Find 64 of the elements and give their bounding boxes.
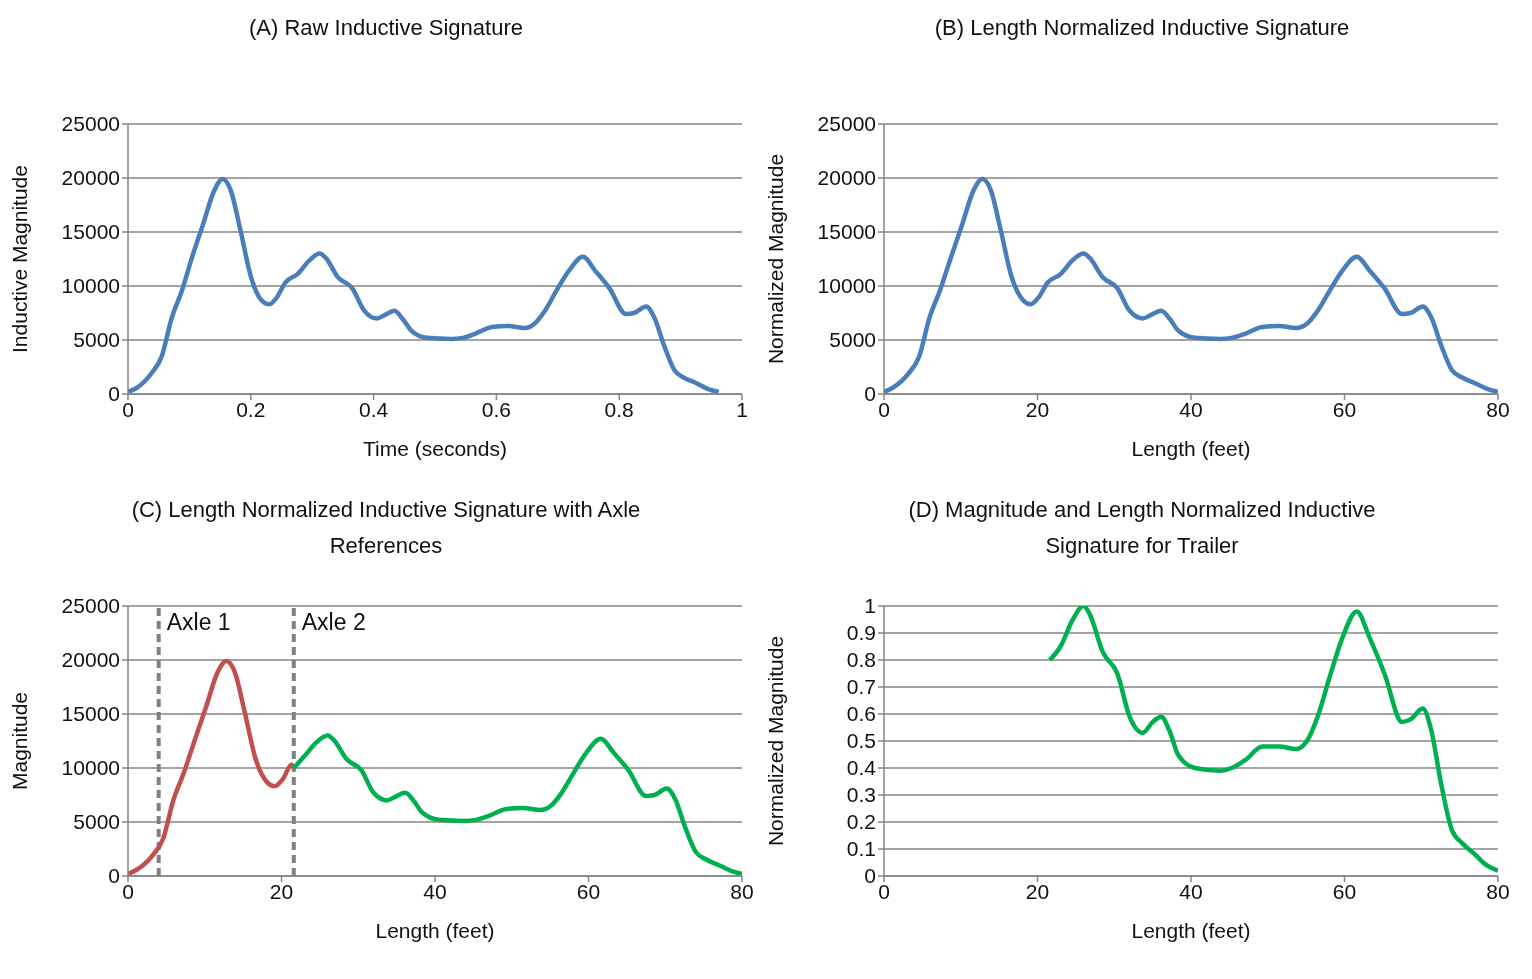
y-tick-label: 20000 [61, 648, 120, 672]
y-tick-label: 5000 [73, 810, 120, 834]
x-tick-label: 40 [1179, 879, 1203, 903]
y-tick-label: 20000 [61, 166, 120, 190]
chart-title: (B) Length Normalized Inductive Signature [933, 14, 1351, 42]
y-tick-label: 15000 [61, 220, 120, 244]
chart-title: (A) Raw Inductive Signature [248, 14, 524, 42]
y-tick-label: 0.2 [846, 810, 876, 834]
y-tick-label: 0.7 [846, 675, 876, 699]
y-tick-label: 0 [108, 382, 120, 406]
ref-line-label: Axle 2 [301, 609, 366, 636]
x-tick-label: 0.8 [604, 397, 634, 421]
x-tick-label: 0.2 [236, 397, 266, 421]
y-tick-label: 0.4 [846, 756, 877, 780]
y-tick-label: 0.6 [846, 702, 876, 726]
x-tick-label: 80 [730, 879, 754, 903]
y-tick-label: 0 [108, 864, 120, 888]
y-tick-label: 0.3 [846, 783, 876, 807]
line-series [128, 176, 721, 394]
y-tick-label: 10000 [817, 274, 876, 298]
line-series [291, 733, 742, 876]
x-tick-label: 0.6 [481, 397, 511, 421]
x-tick-label: 80 [1486, 879, 1510, 903]
chart-title: (D) Magnitude and Length Normalized Inductive Signature for Trailer [907, 496, 1377, 560]
x-tick-label: 60 [1332, 397, 1357, 421]
x-tick-label: 20 [1025, 879, 1050, 903]
y-axis-title: Inductive Magnitude [8, 165, 32, 353]
y-tick-label: 25000 [61, 112, 120, 136]
line-series [1047, 606, 1498, 873]
x-axis-title: Time (seconds) [363, 437, 507, 460]
y-tick-label: 5000 [73, 328, 120, 352]
y-tick-label: 0.9 [846, 621, 876, 645]
y-tick-label: 0.1 [846, 837, 876, 861]
y-tick-label: 10000 [61, 756, 120, 780]
x-axis-title: Length (feet) [1131, 919, 1251, 942]
x-tick-label: 60 [576, 879, 601, 903]
y-tick-label: 0.8 [846, 648, 876, 672]
y-tick-label: 0 [864, 864, 876, 888]
x-tick-label: 80 [1486, 397, 1510, 421]
x-tick-label: 20 [1025, 397, 1050, 421]
y-tick-label: 15000 [817, 220, 876, 244]
x-axis-title: Length (feet) [1131, 437, 1251, 460]
y-tick-label: 20000 [817, 166, 876, 190]
y-axis-title: Normalized Magnitude [764, 635, 788, 847]
y-tick-label: 1 [864, 594, 876, 618]
y-tick-label: 0.5 [846, 729, 876, 753]
y-tick-label: 5000 [829, 328, 876, 352]
y-tick-label: 25000 [61, 594, 120, 618]
y-axis-title: Normalized Magnitude [764, 153, 788, 365]
x-tick-label: 20 [269, 879, 294, 903]
x-tick-label: 60 [1332, 879, 1357, 903]
x-axis-title: Length (feet) [375, 919, 495, 942]
line-series [128, 658, 297, 876]
x-tick-label: 1 [736, 397, 748, 421]
x-tick-label: 0.4 [359, 397, 389, 421]
y-tick-label: 10000 [61, 274, 120, 298]
x-tick-label: 40 [1179, 397, 1203, 421]
x-tick-label: 40 [423, 879, 447, 903]
ref-line-label: Axle 1 [166, 609, 231, 636]
y-tick-label: 15000 [61, 702, 120, 726]
y-tick-label: 0 [864, 382, 876, 406]
y-axis-title: Magnitude [8, 691, 32, 791]
y-tick-label: 25000 [817, 112, 876, 136]
chart-title: (C) Length Normalized Inductive Signature with Axle References [130, 496, 642, 560]
